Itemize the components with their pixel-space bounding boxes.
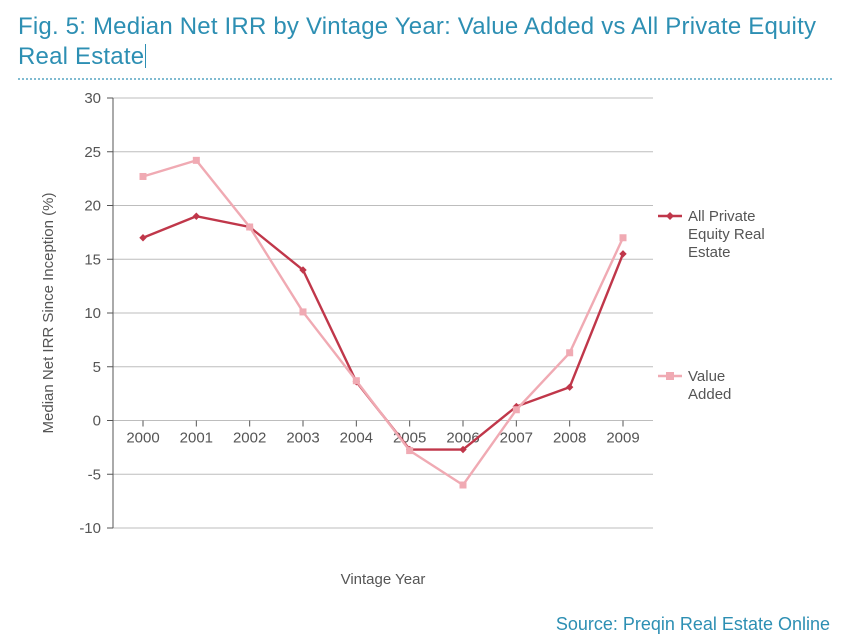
series-marker bbox=[567, 350, 573, 356]
source-citation: Source: Preqin Real Estate Online bbox=[556, 614, 830, 635]
series-marker bbox=[513, 407, 519, 413]
y-tick-label: -10 bbox=[79, 520, 101, 537]
text-cursor bbox=[145, 44, 146, 68]
y-tick-label: 10 bbox=[84, 305, 101, 322]
x-tick-label: 2004 bbox=[340, 430, 373, 447]
y-tick-label: -5 bbox=[88, 466, 101, 483]
figure-container: Fig. 5: Median Net IRR by Vintage Year: … bbox=[0, 0, 850, 643]
x-tick-label: 2005 bbox=[393, 430, 426, 447]
x-tick-label: 2009 bbox=[606, 430, 639, 447]
x-tick-label: 2007 bbox=[500, 430, 533, 447]
figure-title: Fig. 5: Median Net IRR by Vintage Year: … bbox=[18, 12, 832, 72]
legend-label: All Private bbox=[688, 208, 756, 225]
series-marker bbox=[193, 157, 199, 163]
series-marker bbox=[407, 448, 413, 454]
y-tick-label: 20 bbox=[84, 198, 101, 215]
legend-label: Value bbox=[688, 368, 725, 385]
y-tick-label: 5 bbox=[93, 359, 101, 376]
y-tick-label: 0 bbox=[93, 413, 101, 430]
x-tick-label: 2006 bbox=[446, 430, 479, 447]
x-axis-label: Vintage Year bbox=[341, 571, 426, 588]
series-marker bbox=[460, 482, 466, 488]
legend-marker bbox=[666, 372, 674, 380]
series-marker bbox=[353, 378, 359, 384]
x-tick-label: 2002 bbox=[233, 430, 266, 447]
y-tick-label: 15 bbox=[84, 251, 101, 268]
series-marker bbox=[620, 235, 626, 241]
y-axis-label: Median Net IRR Since Inception (%) bbox=[40, 193, 57, 434]
y-tick-label: 30 bbox=[84, 90, 101, 107]
series-line bbox=[143, 160, 623, 485]
series-marker bbox=[300, 309, 306, 315]
x-tick-label: 2008 bbox=[553, 430, 586, 447]
x-tick-label: 2001 bbox=[180, 430, 213, 447]
chart-svg: -10 -5 0 5 10 15 20 25 30 2000 2001 2002 2003 2004 200… bbox=[18, 88, 830, 598]
legend-marker bbox=[666, 212, 674, 220]
legend-label: Added bbox=[688, 386, 731, 403]
legend-label: Estate bbox=[688, 244, 731, 261]
series-marker bbox=[247, 224, 253, 230]
series-marker bbox=[140, 173, 146, 179]
chart-area: -10 -5 0 5 10 15 20 25 30 2000 2001 2002 2003 2004 200… bbox=[18, 88, 830, 598]
x-tick-label: 2003 bbox=[286, 430, 319, 447]
figure-title-text: Fig. 5: Median Net IRR by Vintage Year: … bbox=[18, 13, 816, 70]
legend-label: Equity Real bbox=[688, 226, 765, 243]
y-tick-label: 25 bbox=[84, 144, 101, 161]
x-tick-label: 2000 bbox=[126, 430, 159, 447]
dotted-divider bbox=[18, 78, 832, 80]
